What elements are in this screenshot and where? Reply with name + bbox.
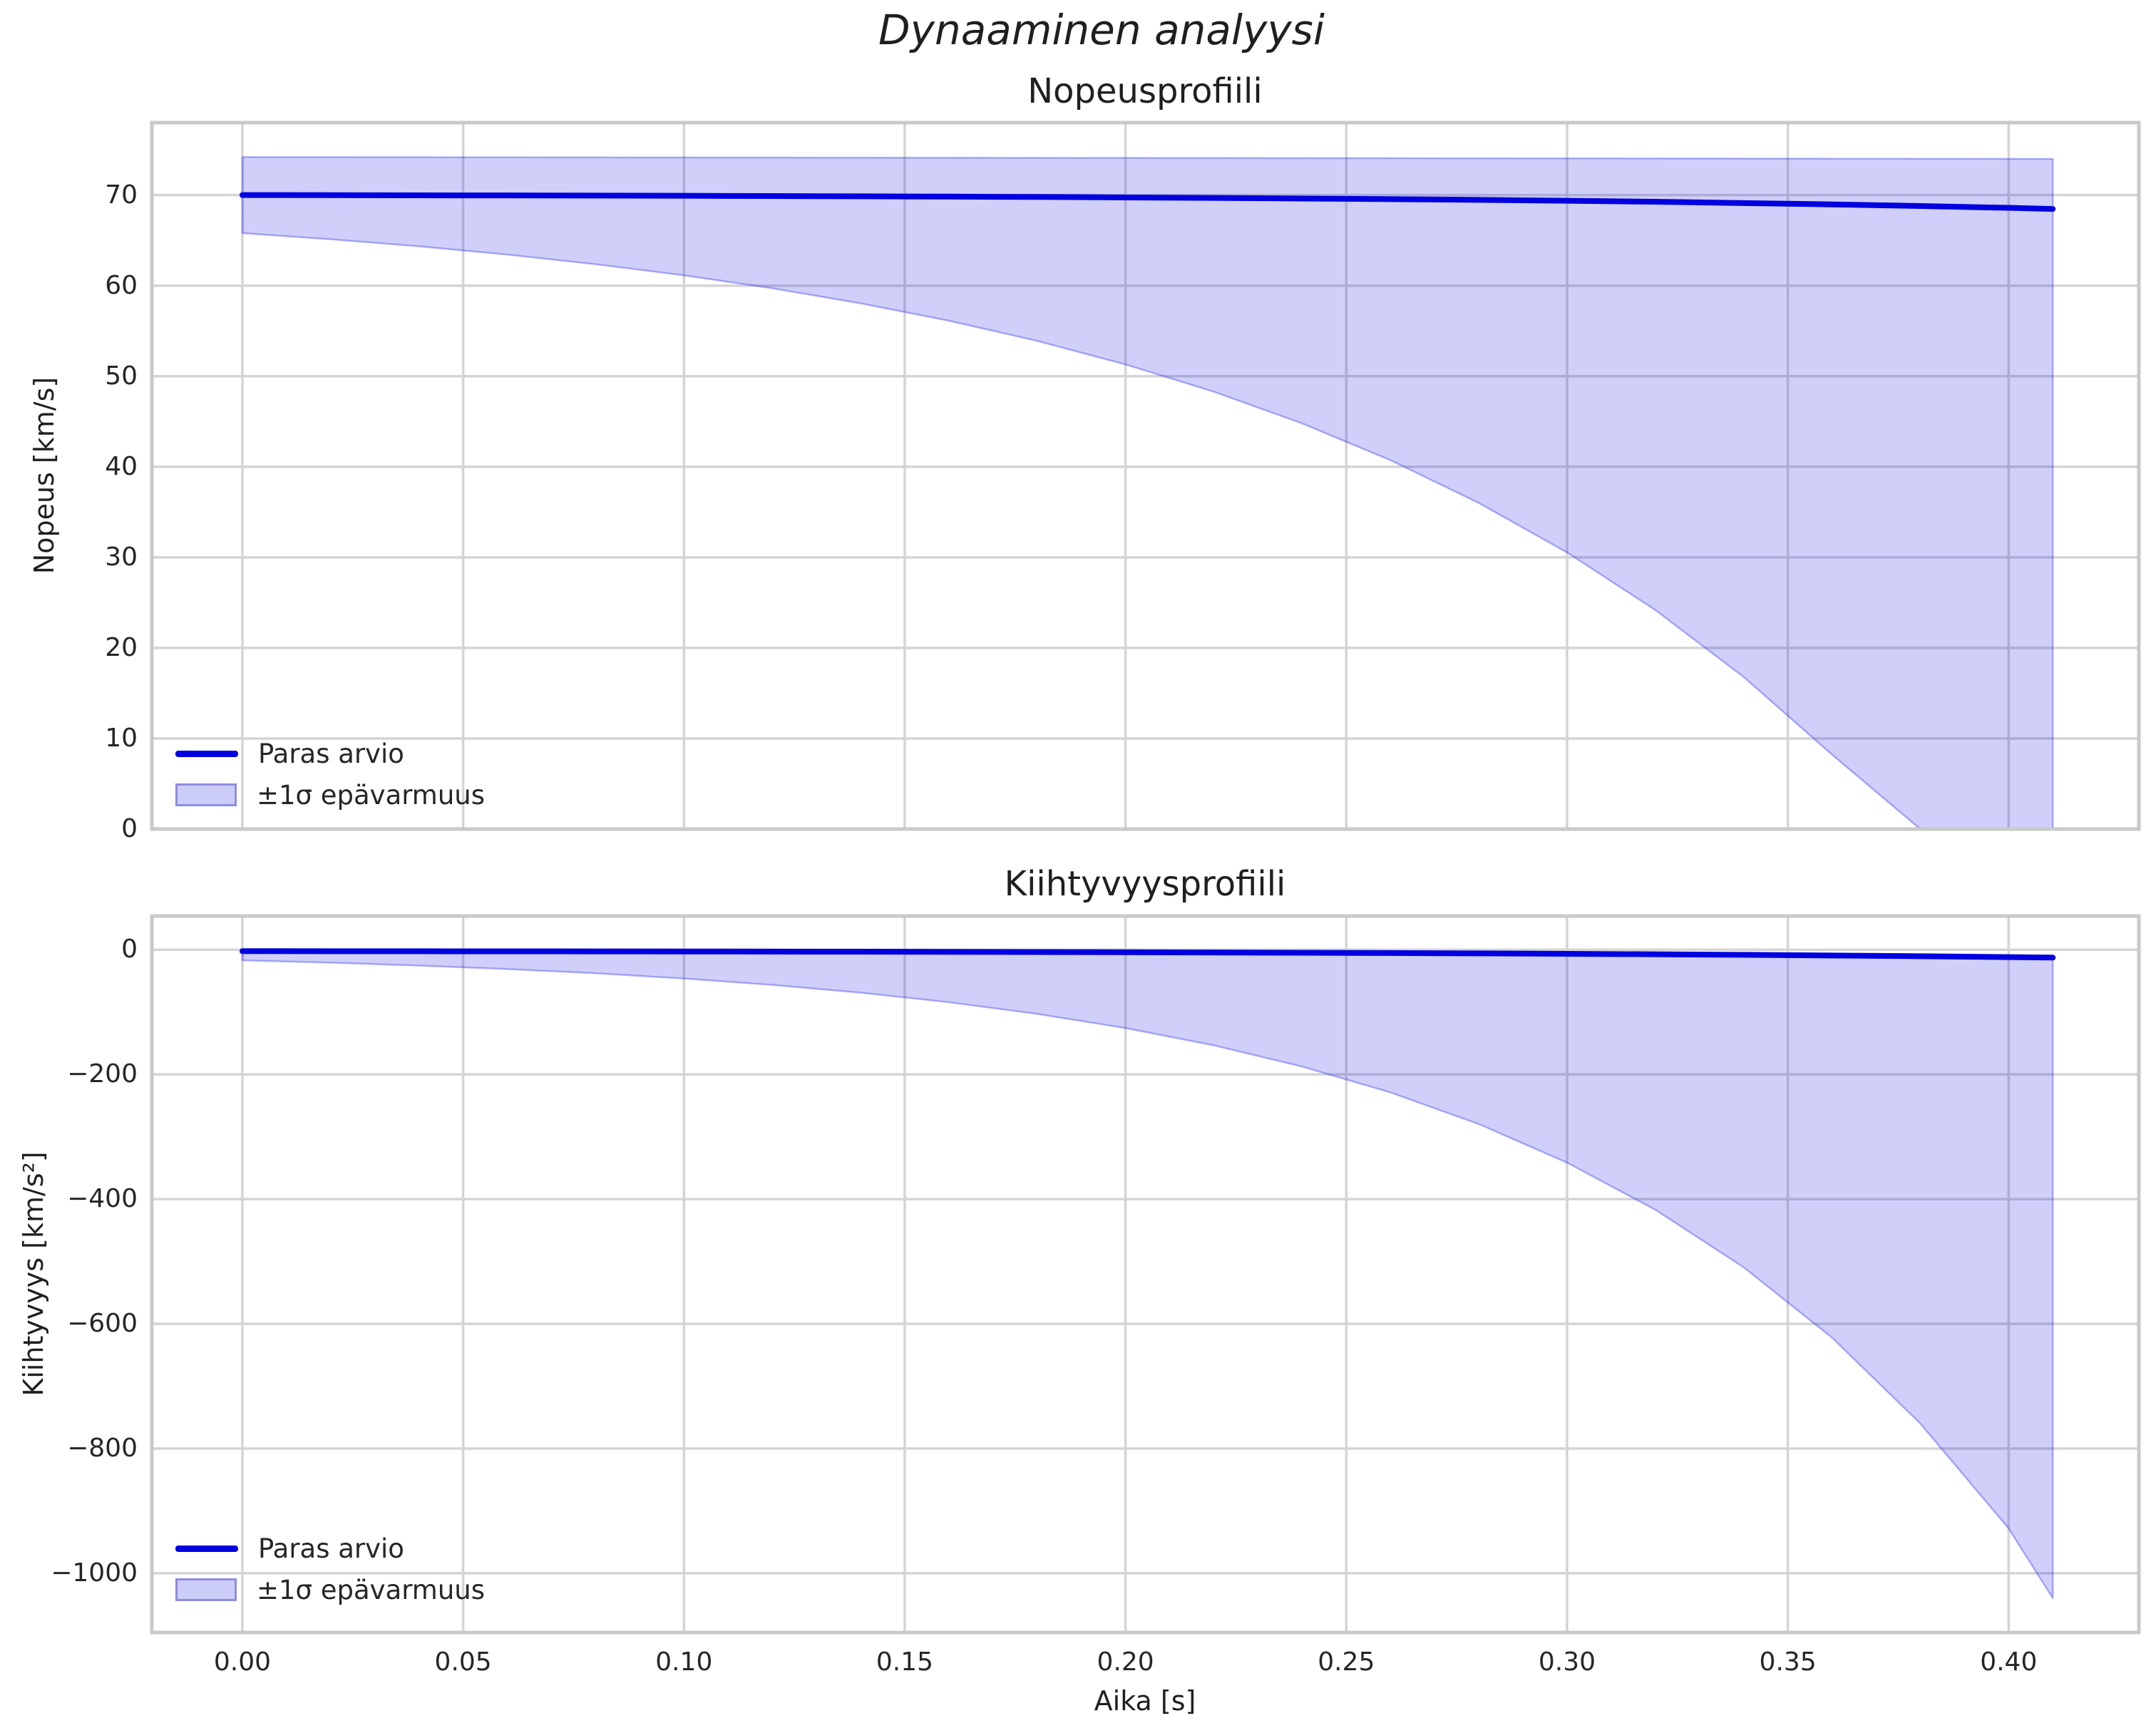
y-tick-label: −600 [67, 1309, 138, 1339]
legend-band-label: ±1σ epävarmuus [257, 779, 486, 811]
legend-line-label: Paras arvio [258, 1533, 404, 1564]
legend-velocity: Paras arvio ±1σ epävarmuus [175, 733, 485, 816]
x-tick-label: 0.05 [434, 1647, 492, 1677]
y-tick-label: 70 [105, 180, 138, 210]
x-tick-label: 0.30 [1538, 1647, 1596, 1677]
y-tick-label: −400 [67, 1184, 138, 1214]
legend-line-label: Paras arvio [258, 738, 404, 769]
legend-line-swatch [175, 750, 238, 757]
y-tick-label: −800 [67, 1433, 138, 1463]
y-tick-label: 0 [121, 814, 138, 843]
y-tick-label: 60 [105, 270, 138, 300]
best-estimate-line [239, 192, 2056, 212]
y-tick-label: 40 [105, 451, 138, 481]
x-tick-label: 0.25 [1318, 1647, 1375, 1677]
axes-frame [150, 914, 2141, 1635]
x-tick-label: 0.40 [1980, 1647, 2038, 1677]
y-tick-label: 50 [105, 361, 138, 391]
legend-band-label: ±1σ epävarmuus [257, 1574, 486, 1605]
legend-row-line: Paras arvio [175, 1528, 485, 1569]
y-tick-label: −1000 [51, 1558, 138, 1588]
y-tick-label: 0 [121, 935, 138, 965]
legend-row-band: ±1σ epävarmuus [175, 774, 485, 816]
legend-acceleration: Paras arvio ±1σ epävarmuus [175, 1528, 485, 1610]
y-tick-label: 20 [105, 632, 138, 662]
y-tick-label: 10 [105, 723, 138, 753]
best-estimate-line [239, 948, 2056, 961]
x-tick-label: 0.10 [655, 1647, 713, 1677]
legend-line-swatch [175, 1545, 238, 1552]
x-tick-label: 0.20 [1097, 1647, 1154, 1677]
y-tick-label: −200 [67, 1059, 138, 1089]
x-axis-label: Aika [s] [1094, 1685, 1196, 1717]
x-tick-label: 0.00 [213, 1647, 272, 1677]
legend-row-line: Paras arvio [175, 733, 485, 774]
chart-title-velocity: Nopeusprofiili [1027, 71, 1263, 111]
legend-band-swatch [175, 783, 237, 806]
legend-row-band: ±1σ epävarmuus [175, 1569, 485, 1610]
figure-title: Dynaaminen analyysi [878, 6, 1325, 54]
x-tick-label: 0.35 [1759, 1647, 1817, 1677]
x-tick-label: 0.15 [876, 1647, 934, 1677]
legend-band-swatch [175, 1578, 237, 1601]
y-tick-label: 30 [105, 542, 138, 572]
uncertainty-band [241, 156, 2054, 830]
chart-title-acceleration: Kiihtyvyysprofiili [1004, 864, 1286, 904]
uncertainty-band [241, 949, 2054, 1600]
axes-frame [150, 120, 2141, 831]
